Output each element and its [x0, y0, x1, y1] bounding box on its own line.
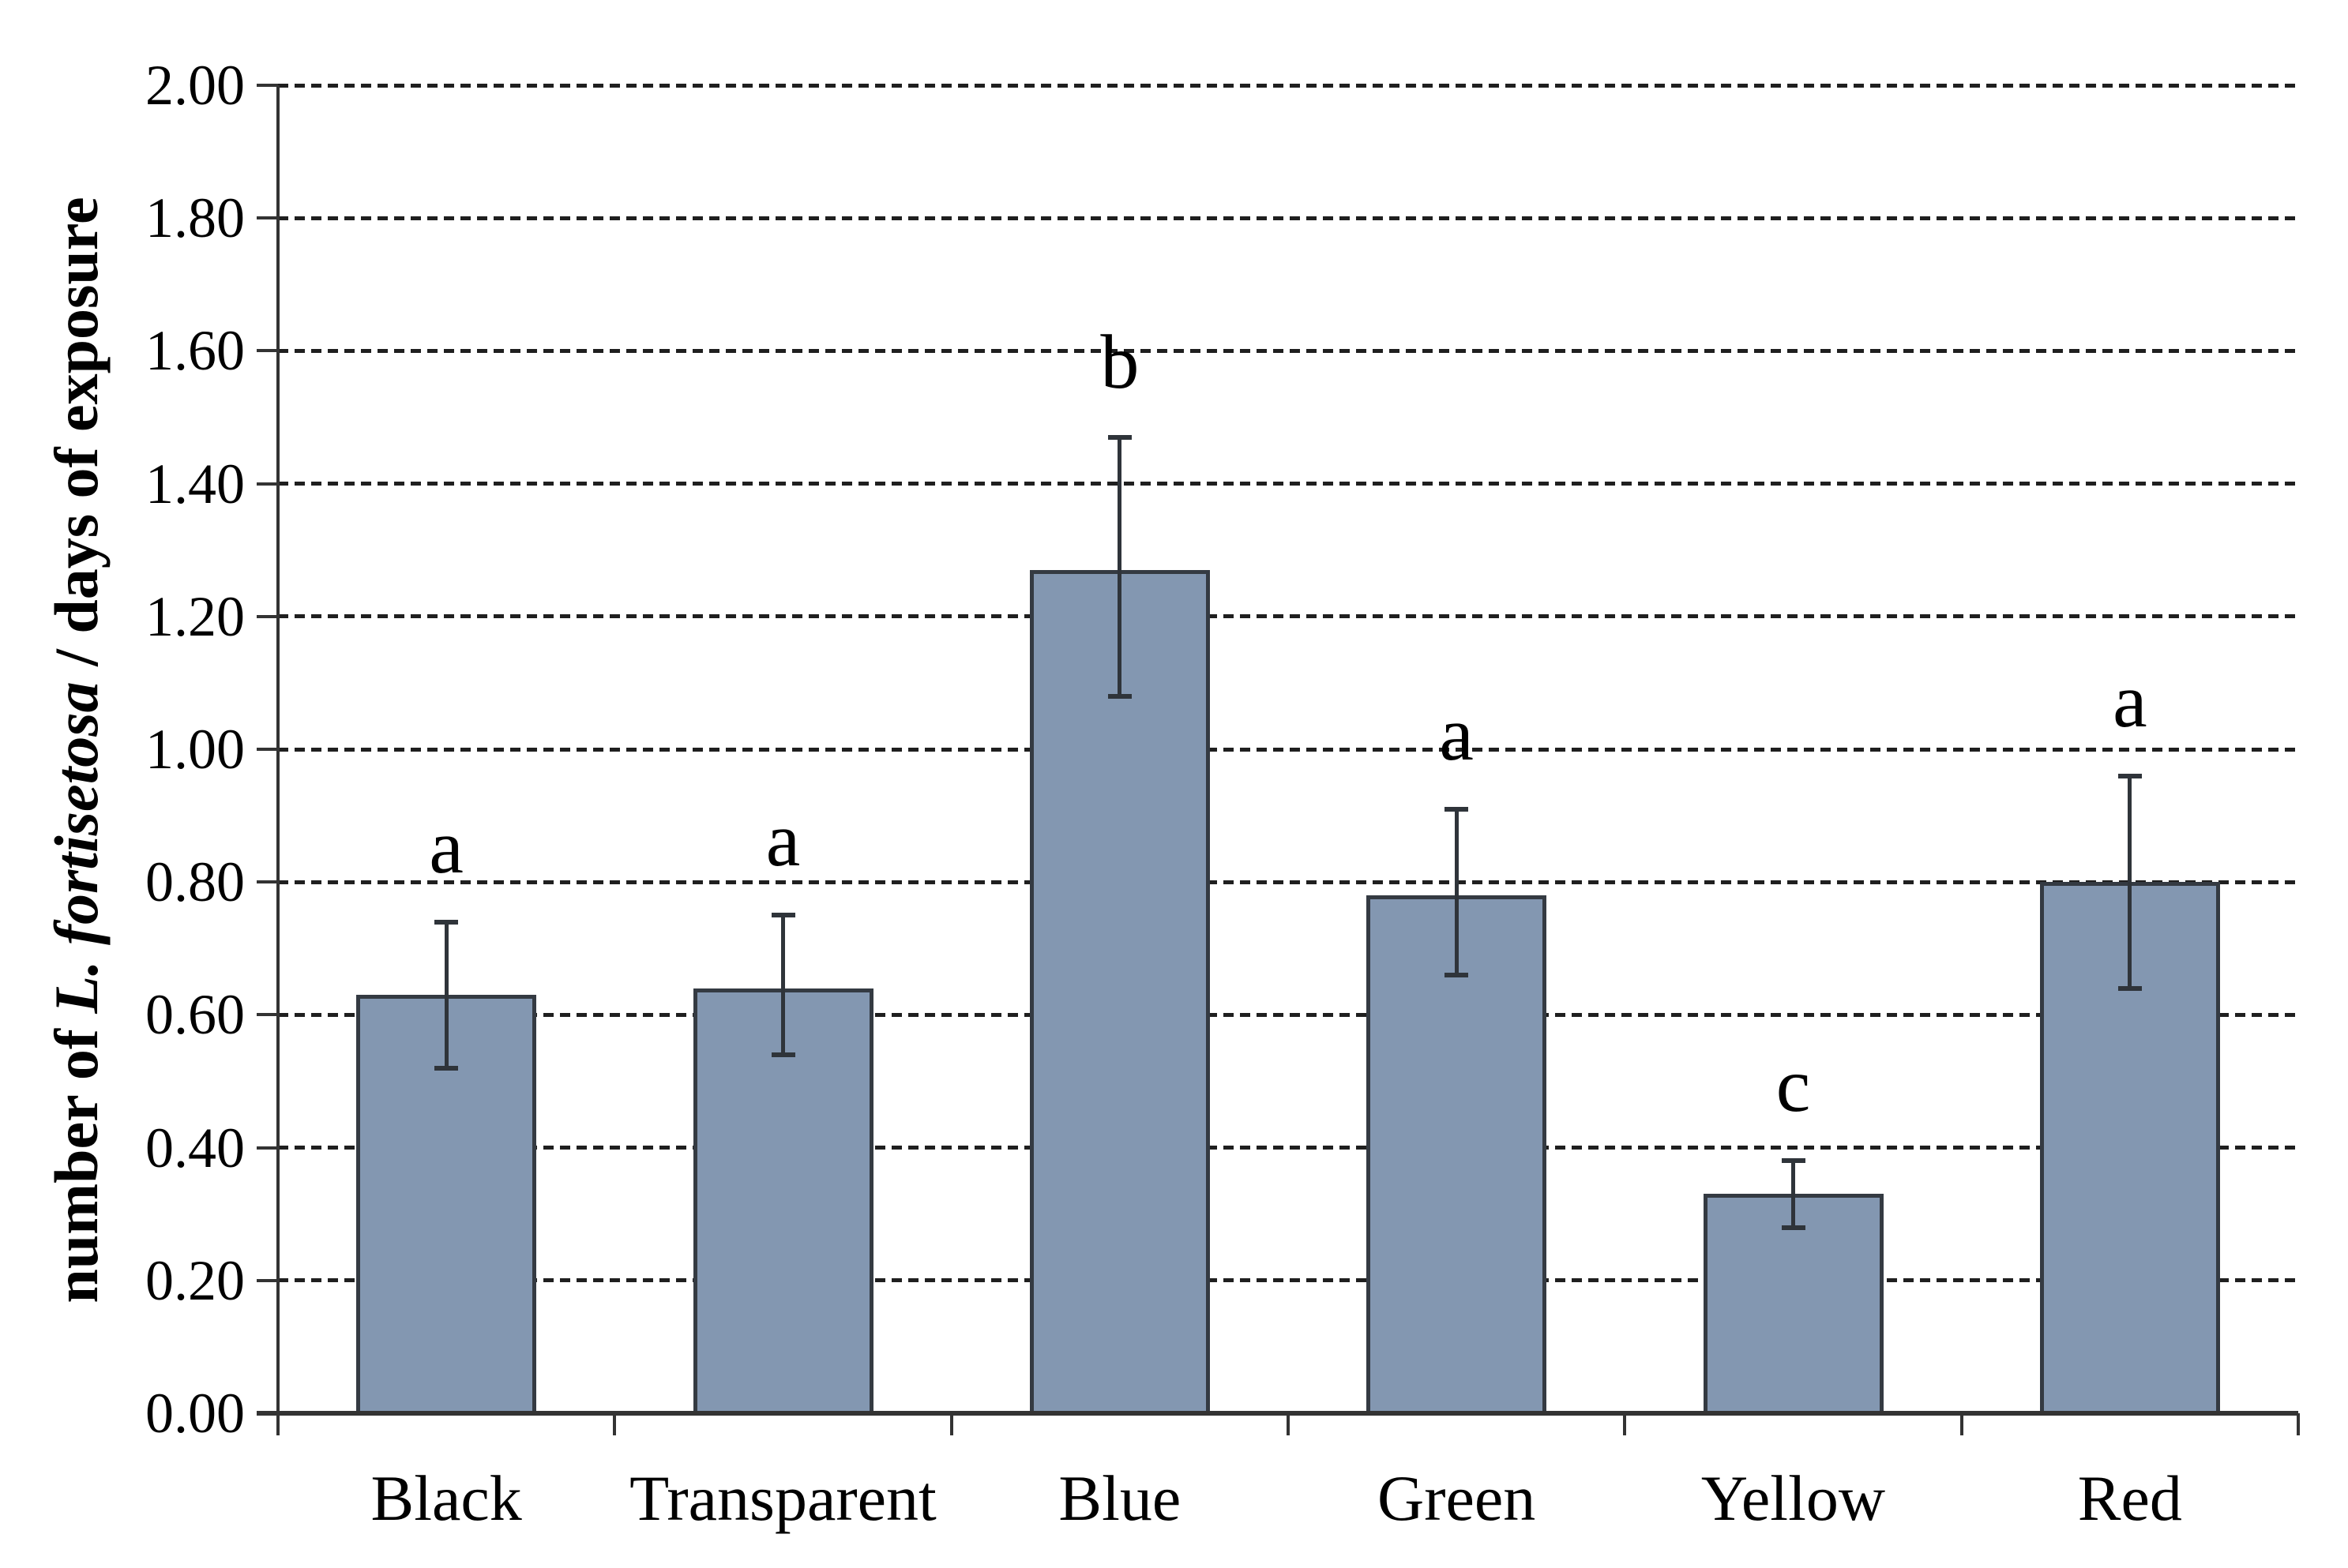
error-bar-line [1118, 437, 1122, 696]
bar [1703, 1194, 1884, 1413]
y-tick [257, 349, 278, 353]
bar [1366, 895, 1547, 1413]
error-bar-line [1454, 808, 1459, 975]
error-bar-line [781, 915, 785, 1055]
y-tick [257, 84, 278, 87]
gridline [278, 614, 2298, 619]
x-tick [1623, 1413, 1627, 1435]
gridline [278, 747, 2298, 752]
error-bar-line [1791, 1161, 1795, 1228]
error-bar-line [444, 921, 449, 1068]
error-bar-top-cap [2117, 773, 2142, 778]
gridline [278, 1012, 2298, 1017]
error-bar-bottom-cap [434, 1065, 459, 1071]
gridline [278, 83, 2298, 88]
error-bar-line [2128, 775, 2132, 988]
y-tick-label: 0.60 [145, 983, 245, 1047]
error-bar-bottom-cap [1781, 1225, 1805, 1230]
y-tick-label: 1.40 [145, 452, 245, 516]
error-bar-top-cap [1781, 1158, 1805, 1164]
y-axis [276, 85, 280, 1435]
gridline [278, 482, 2298, 486]
y-tick-label: 0.80 [145, 850, 245, 914]
error-bar-bottom-cap [1107, 693, 1132, 699]
x-tick [1959, 1413, 1963, 1435]
significance-letter: a [765, 797, 801, 883]
gridline [278, 216, 2298, 220]
y-tick-label: 1.20 [145, 584, 245, 648]
error-bar-bottom-cap [2117, 985, 2142, 991]
significance-letter: a [2113, 658, 2147, 744]
y-tick [257, 1146, 278, 1150]
significance-letter: b [1100, 319, 1140, 405]
gridline [278, 880, 2298, 884]
y-tick-label: 2.00 [145, 54, 245, 117]
y-tick-label: 0.00 [145, 1382, 245, 1445]
significance-letter: a [429, 804, 464, 890]
bar [1029, 569, 1210, 1413]
category-label: Red [2077, 1462, 2182, 1534]
error-bar-top-cap [1107, 434, 1132, 440]
gridline [278, 1278, 2298, 1283]
gridline [278, 348, 2298, 353]
y-tick [257, 1013, 278, 1017]
error-bar-bottom-cap [1444, 972, 1469, 977]
bar [693, 988, 873, 1413]
error-bar-top-cap [434, 919, 459, 925]
y-tick-label: 1.80 [145, 186, 245, 250]
y-tick [257, 880, 278, 884]
y-tick-label: 1.00 [145, 718, 245, 781]
gridline [278, 1146, 2298, 1150]
category-label: Blue [1058, 1462, 1182, 1534]
error-bar-top-cap [1444, 806, 1469, 812]
x-tick [1287, 1413, 1290, 1435]
category-label: Green [1377, 1462, 1536, 1534]
category-label: Transparent [629, 1462, 937, 1534]
error-bar-bottom-cap [771, 1052, 795, 1057]
y-tick [257, 482, 278, 486]
category-label: Black [370, 1462, 522, 1534]
error-bar-top-cap [771, 913, 795, 918]
y-tick-label: 1.60 [145, 319, 245, 383]
y-tick [257, 216, 278, 220]
x-tick [613, 1413, 617, 1435]
x-tick [949, 1413, 953, 1435]
category-label: Yellow [1700, 1462, 1886, 1534]
y-tick [257, 614, 278, 618]
y-tick [257, 748, 278, 751]
y-tick [257, 1278, 278, 1282]
x-axis [257, 1411, 2298, 1416]
significance-letter: a [1439, 691, 1474, 777]
y-tick-label: 0.20 [145, 1248, 245, 1312]
x-tick [2297, 1413, 2300, 1435]
significance-letter: c [1775, 1043, 1811, 1129]
y-tick-label: 0.40 [145, 1116, 245, 1180]
